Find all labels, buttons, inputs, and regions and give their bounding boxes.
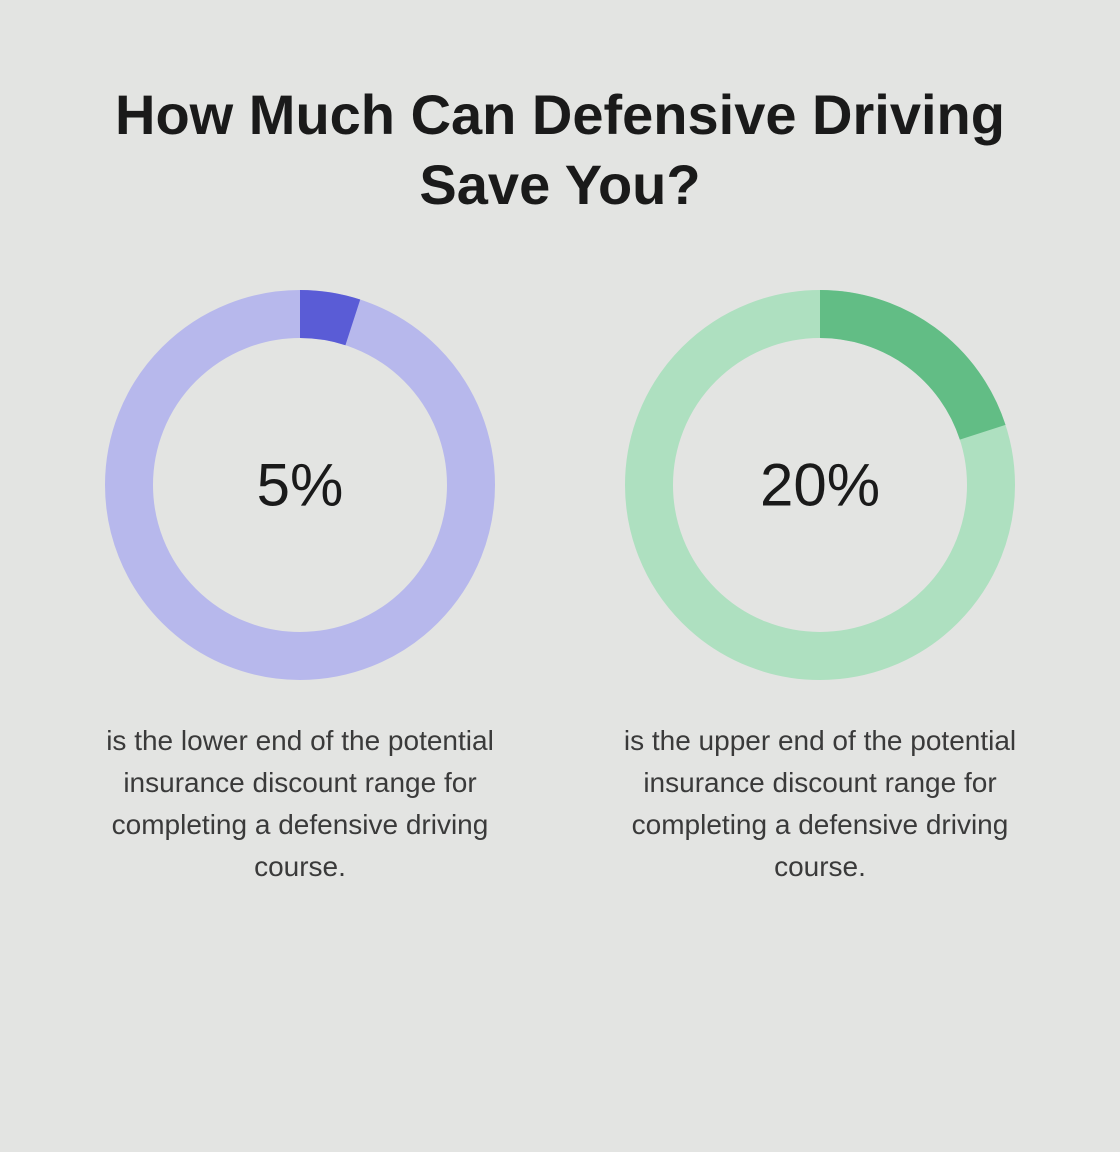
donut-upper: 20%: [625, 290, 1015, 680]
chart-upper: 20% is the upper end of the potential in…: [590, 290, 1050, 888]
donut-center-label-upper: 20%: [760, 451, 880, 520]
donut-lower: 5%: [105, 290, 495, 680]
donut-center-label-lower: 5%: [257, 451, 344, 520]
caption-upper: is the upper end of the potential insura…: [610, 720, 1030, 888]
chart-lower: 5% is the lower end of the potential ins…: [70, 290, 530, 888]
charts-row: 5% is the lower end of the potential ins…: [70, 290, 1050, 888]
caption-lower: is the lower end of the potential insura…: [90, 720, 510, 888]
page-title: How Much Can Defensive Driving Save You?: [70, 80, 1050, 220]
